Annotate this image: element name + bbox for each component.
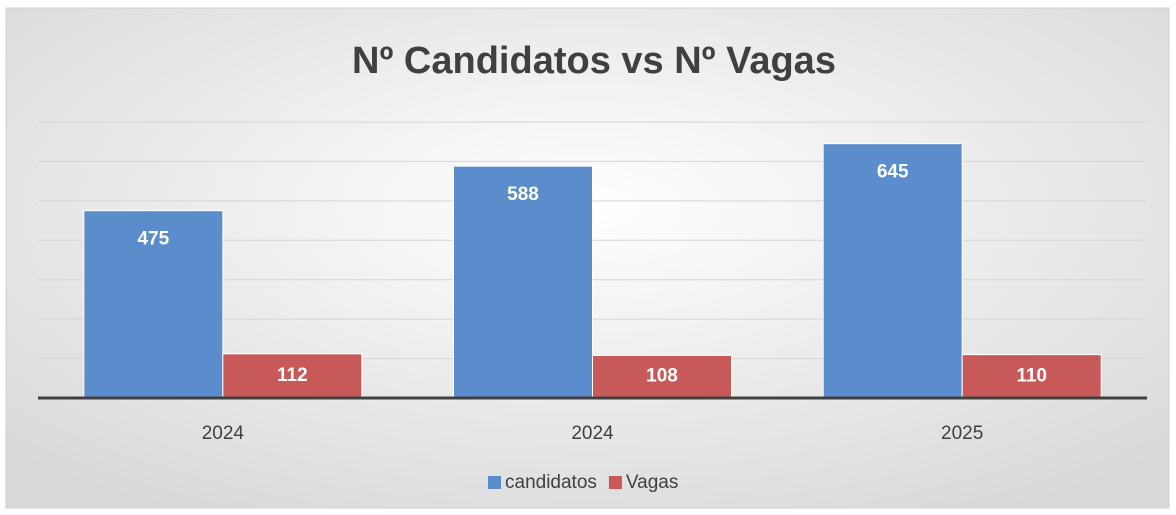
bar	[83, 210, 224, 399]
data-label: 112	[277, 365, 308, 386]
x-tick-label: 2024	[571, 423, 614, 444]
bar	[453, 165, 593, 399]
data-label: 645	[877, 162, 909, 183]
legend-label: Vagas	[626, 472, 678, 493]
legend-label: candidatos	[505, 472, 597, 493]
x-tick-label: 2025	[941, 423, 983, 444]
data-label: 588	[507, 184, 539, 205]
data-label: 108	[646, 366, 678, 387]
legend-swatch	[488, 476, 501, 489]
bar	[961, 354, 1102, 399]
data-label: 110	[1016, 365, 1047, 386]
bar	[822, 143, 963, 399]
bar	[592, 354, 732, 399]
data-label: 475	[137, 229, 169, 250]
legend: candidatos Vagas	[488, 472, 678, 493]
legend-swatch	[608, 476, 622, 489]
x-tick-label: 2024	[202, 423, 245, 444]
chart-title: Nº Candidatos vs Nº Vagas	[352, 40, 836, 82]
bar	[222, 353, 363, 399]
